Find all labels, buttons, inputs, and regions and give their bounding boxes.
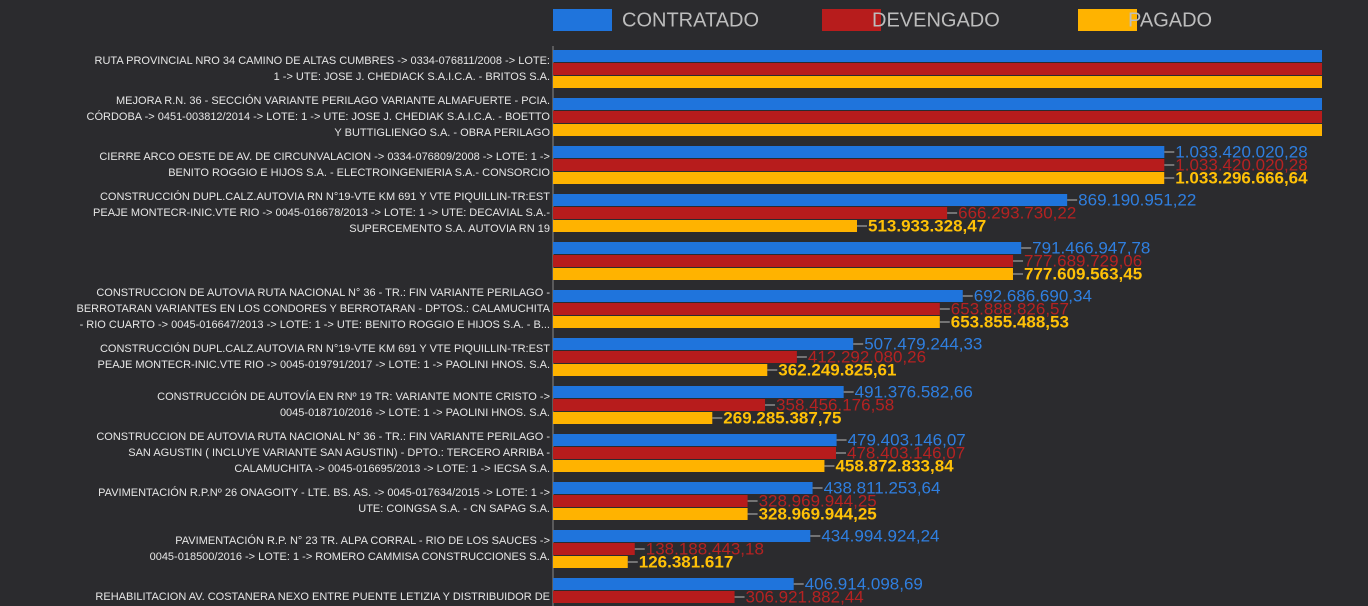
category-label: CONSTRUCCIÓN DUPL.CALZ.AUTOVIA RN N°19-V… — [100, 190, 550, 203]
value-label: 328.969.944,25 — [759, 504, 877, 523]
bar — [553, 434, 837, 446]
category-label: CONSTRUCCION DE AUTOVIA RUTA NACIONAL N°… — [96, 431, 550, 443]
legend-label: PAGADO — [1128, 9, 1212, 31]
bar — [553, 159, 1165, 171]
value-label: 653.888.826,57 — [951, 299, 1069, 318]
bar — [553, 495, 748, 507]
bar — [553, 194, 1068, 206]
category-label: BERROTARAN VARIANTES EN LOS CONDORES Y B… — [77, 303, 551, 315]
value-label: 328.969.944,25 — [759, 491, 877, 510]
bar — [553, 543, 635, 555]
value-label: 791.466.947,78 — [1032, 238, 1150, 257]
category-label: 0045-018710/2016 -> LOTE: 1 -> PAOLINI H… — [280, 407, 550, 419]
value-label: 1.033.296.666,64 — [1175, 168, 1308, 187]
bar — [553, 351, 797, 363]
category-label: REHABILITACION AV. COSTANERA NEXO ENTRE … — [95, 591, 550, 603]
value-label: 126.381.617 — [639, 552, 734, 571]
value-label: 777.689.729,06 — [1024, 251, 1142, 270]
category-label: CÓRDOBA -> 0451-003812/2014 -> LOTE: 1 -… — [87, 110, 551, 123]
bar — [553, 172, 1165, 184]
value-label: 479.403.146,07 — [848, 430, 966, 449]
category-label: PAVIMENTACIÓN R.P. N° 23 TR. ALPA CORRAL… — [175, 534, 550, 547]
category-label: Y BUTTIGLIENGO S.A. - OBRA PERILAGO — [334, 127, 550, 139]
bar — [553, 303, 940, 315]
bar — [553, 482, 813, 494]
value-label: 1.033.420.020,28 — [1175, 155, 1307, 174]
bar — [553, 530, 811, 542]
value-label: 478.403.146,07 — [847, 443, 965, 462]
category-label: 1 -> UTE: JOSE J. CHEDIACK S.A.I.C.A. - … — [274, 71, 550, 83]
bar — [553, 220, 858, 232]
bar — [553, 242, 1022, 254]
legend-swatch — [553, 9, 612, 31]
bar — [553, 386, 844, 398]
bar — [553, 556, 628, 568]
category-label: RUTA PROVINCIAL NRO 34 CAMINO DE ALTAS C… — [95, 55, 550, 67]
legend-swatch — [1078, 9, 1137, 31]
value-label: 358.456.176,58 — [776, 395, 894, 414]
bar — [553, 412, 713, 424]
bar — [553, 63, 1322, 75]
category-label: UTE: COINGSA S.A. - CN SAPAG S.A. — [358, 503, 550, 515]
value-label: 306.921.882,44 — [746, 587, 864, 606]
category-label: PAVIMENTACIÓN R.P.Nº 26 ONAGOITY - LTE. … — [98, 486, 550, 499]
category-label: CIERRE ARCO OESTE DE AV. DE CIRCUNVALACI… — [99, 151, 550, 163]
category-label: PEAJE MONTECR-INIC.VTE RIO -> 0045-01667… — [93, 207, 550, 219]
value-label: 666.293.730,22 — [958, 203, 1076, 222]
bar — [553, 447, 836, 459]
value-label: 269.285.387,75 — [723, 408, 841, 427]
value-label: 406.914.098,69 — [805, 574, 923, 593]
category-label: CALAMUCHITA -> 0045-016695/2013 -> LOTE:… — [234, 463, 550, 475]
value-label: 438.811.253,64 — [824, 478, 941, 497]
bar — [553, 316, 940, 328]
bar — [553, 255, 1014, 267]
bar — [553, 207, 948, 219]
bar — [553, 460, 825, 472]
value-label: 1.033.420.020,28 — [1175, 142, 1307, 161]
value-label: 412.292.080,26 — [808, 347, 926, 366]
value-label: 513.933.328,47 — [868, 216, 986, 235]
bar — [553, 508, 748, 520]
legend-label: DEVENGADO — [872, 9, 1000, 31]
category-label: 0045-018500/2016 -> LOTE: 1 -> ROMERO CA… — [150, 551, 550, 563]
bar — [553, 50, 1322, 62]
category-label: SAN AGUSTIN ( INCLUYE VARIANTE SAN AGUST… — [128, 447, 550, 459]
bar — [553, 76, 1322, 88]
bar — [553, 111, 1322, 123]
value-label: 777.609.563,45 — [1024, 264, 1142, 283]
value-label: 138.188.443,18 — [646, 539, 764, 558]
value-label: 869.190.951,22 — [1078, 190, 1196, 209]
value-label: 507.479.244,33 — [864, 334, 982, 353]
bar — [553, 578, 794, 590]
bar — [553, 338, 854, 350]
value-label: 458.872.833,84 — [835, 456, 954, 475]
bar — [553, 591, 735, 603]
value-label: 491.376.582,66 — [855, 382, 973, 401]
value-label: 362.249.825,61 — [778, 360, 896, 379]
category-label: SUPERCEMENTO S.A. AUTOVIA RN 19 — [349, 223, 550, 235]
value-label: 434.994.924,24 — [821, 526, 939, 545]
legend-label: CONTRATADO — [622, 9, 759, 31]
category-label: CONSTRUCCION DE AUTOVIA RUTA NACIONAL N°… — [96, 287, 550, 299]
bar — [553, 290, 963, 302]
legend-swatch — [822, 9, 881, 31]
bar — [553, 364, 768, 376]
bar — [553, 399, 766, 411]
bar — [553, 98, 1322, 110]
category-label: BENITO ROGGIO E HIJOS S.A. - ELECTROINGE… — [168, 167, 550, 179]
bar — [553, 268, 1013, 280]
category-label: PEAJE MONTECR-INIC.VTE RIO -> 0045-01979… — [98, 359, 550, 371]
category-label: MEJORA R.N. 36 - SECCIÓN VARIANTE PERILA… — [116, 94, 550, 107]
bar — [553, 124, 1322, 136]
value-label: 692.686.690,34 — [974, 286, 1092, 305]
category-label: - RIO CUARTO -> 0045-016647/2013 -> LOTE… — [80, 319, 550, 331]
category-label: CONSTRUCCIÓN DUPL.CALZ.AUTOVIA RN N°19-V… — [100, 342, 550, 355]
category-label: CONSTRUCCIÓN DE AUTOVÍA EN RNº 19 TR: VA… — [157, 390, 550, 403]
bar — [553, 146, 1165, 158]
value-label: 653.855.488,53 — [951, 312, 1069, 331]
